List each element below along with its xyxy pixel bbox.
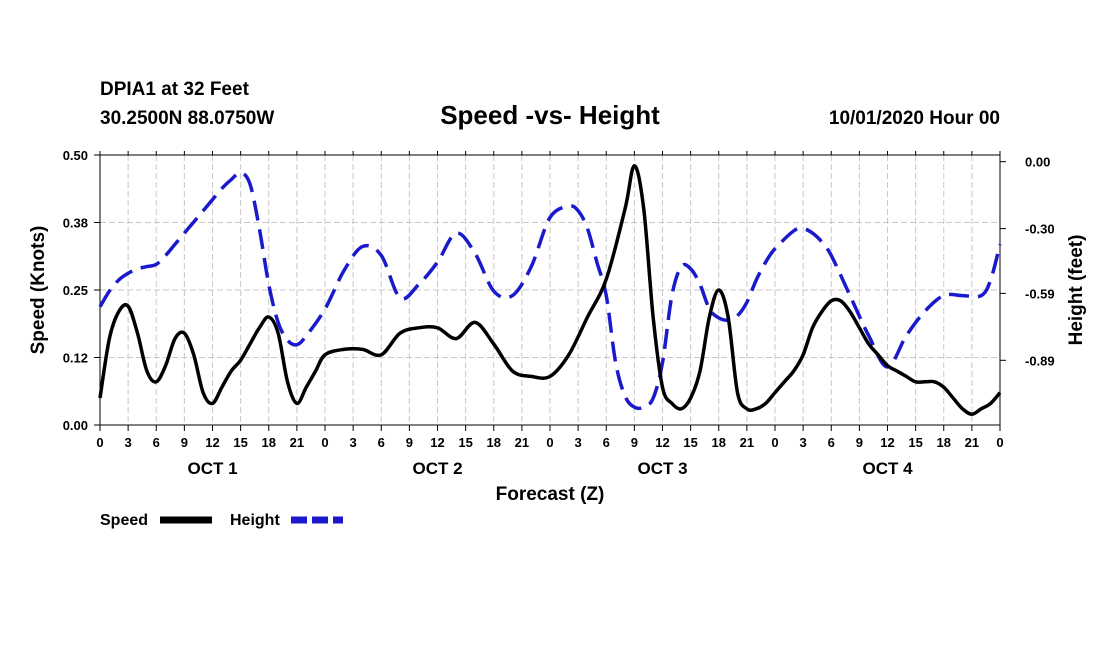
legend-height-label: Height	[230, 512, 280, 529]
axis-labels: 0 3 6 9 12 15 18 21 0 3 6 9 12 15 18 21 0 3 6 9 12 15 18 21 0 3 6 9…	[63, 148, 1055, 478]
x-tick-label: 18	[262, 435, 276, 450]
x-tick-label: 12	[430, 435, 444, 450]
x-tick-label: 3	[800, 435, 807, 450]
day-label: OCT 4	[862, 459, 913, 478]
x-tick-label: 18	[937, 435, 951, 450]
x-tick-label: 6	[828, 435, 835, 450]
y-left-tick-label: 0.00	[63, 418, 88, 433]
x-tick-label: 9	[406, 435, 413, 450]
x-tick-label: 15	[233, 435, 247, 450]
x-tick-label: 21	[740, 435, 754, 450]
speed-series-line	[98, 164, 1002, 416]
y-left-tick-label: 0.12	[63, 351, 88, 366]
station-label: DPIA1 at 32 Feet	[100, 79, 250, 100]
x-tick-label: 0	[996, 435, 1003, 450]
coordinates-label: 30.2500N 88.0750W	[100, 108, 274, 129]
y-right-axis-title: Height (feet)	[1066, 235, 1087, 346]
x-tick-label: 0	[321, 435, 328, 450]
axis-ticks	[94, 151, 1006, 431]
x-tick-label: 6	[378, 435, 385, 450]
x-tick-label: 9	[181, 435, 188, 450]
x-tick-label: 15	[683, 435, 697, 450]
x-tick-label: 3	[575, 435, 582, 450]
x-tick-label: 0	[96, 435, 103, 450]
x-tick-label: 12	[880, 435, 894, 450]
day-label: OCT 1	[187, 459, 237, 478]
legend: Speed Height	[100, 512, 343, 529]
x-tick-label: 15	[458, 435, 472, 450]
x-tick-label: 0	[771, 435, 778, 450]
x-tick-label: 12	[655, 435, 669, 450]
x-tick-label: 9	[856, 435, 863, 450]
x-tick-label: 21	[965, 435, 979, 450]
y-left-tick-label: 0.38	[63, 216, 88, 231]
x-tick-label: 21	[515, 435, 529, 450]
x-tick-label: 6	[603, 435, 610, 450]
chart-title: Speed -vs- Height	[440, 100, 660, 130]
legend-speed-label: Speed	[100, 512, 148, 529]
day-label: OCT 3	[637, 459, 687, 478]
x-tick-label: 9	[631, 435, 638, 450]
x-tick-label: 12	[205, 435, 219, 450]
grid-lines	[100, 155, 1000, 425]
date-label: 10/01/2020 Hour 00	[829, 108, 1000, 129]
height-series-line	[98, 171, 1002, 411]
y-right-tick-label: -0.89	[1025, 353, 1055, 368]
x-axis-title: Forecast (Z)	[496, 484, 605, 505]
x-tick-label: 15	[908, 435, 922, 450]
series-lines	[98, 164, 1002, 416]
x-tick-label: 21	[290, 435, 304, 450]
y-right-tick-label: -0.30	[1025, 222, 1055, 237]
y-right-tick-label: 0.00	[1025, 155, 1050, 170]
y-left-tick-label: 0.25	[63, 283, 88, 298]
y-left-tick-label: 0.50	[63, 148, 88, 163]
x-tick-label: 3	[350, 435, 357, 450]
x-tick-label: 18	[487, 435, 501, 450]
x-tick-label: 6	[153, 435, 160, 450]
x-tick-label: 18	[712, 435, 726, 450]
day-label: OCT 2	[412, 459, 462, 478]
y-left-axis-title: Speed (Knots)	[28, 226, 49, 355]
x-tick-label: 0	[546, 435, 553, 450]
y-right-tick-label: -0.59	[1025, 286, 1055, 301]
x-tick-label: 3	[125, 435, 132, 450]
